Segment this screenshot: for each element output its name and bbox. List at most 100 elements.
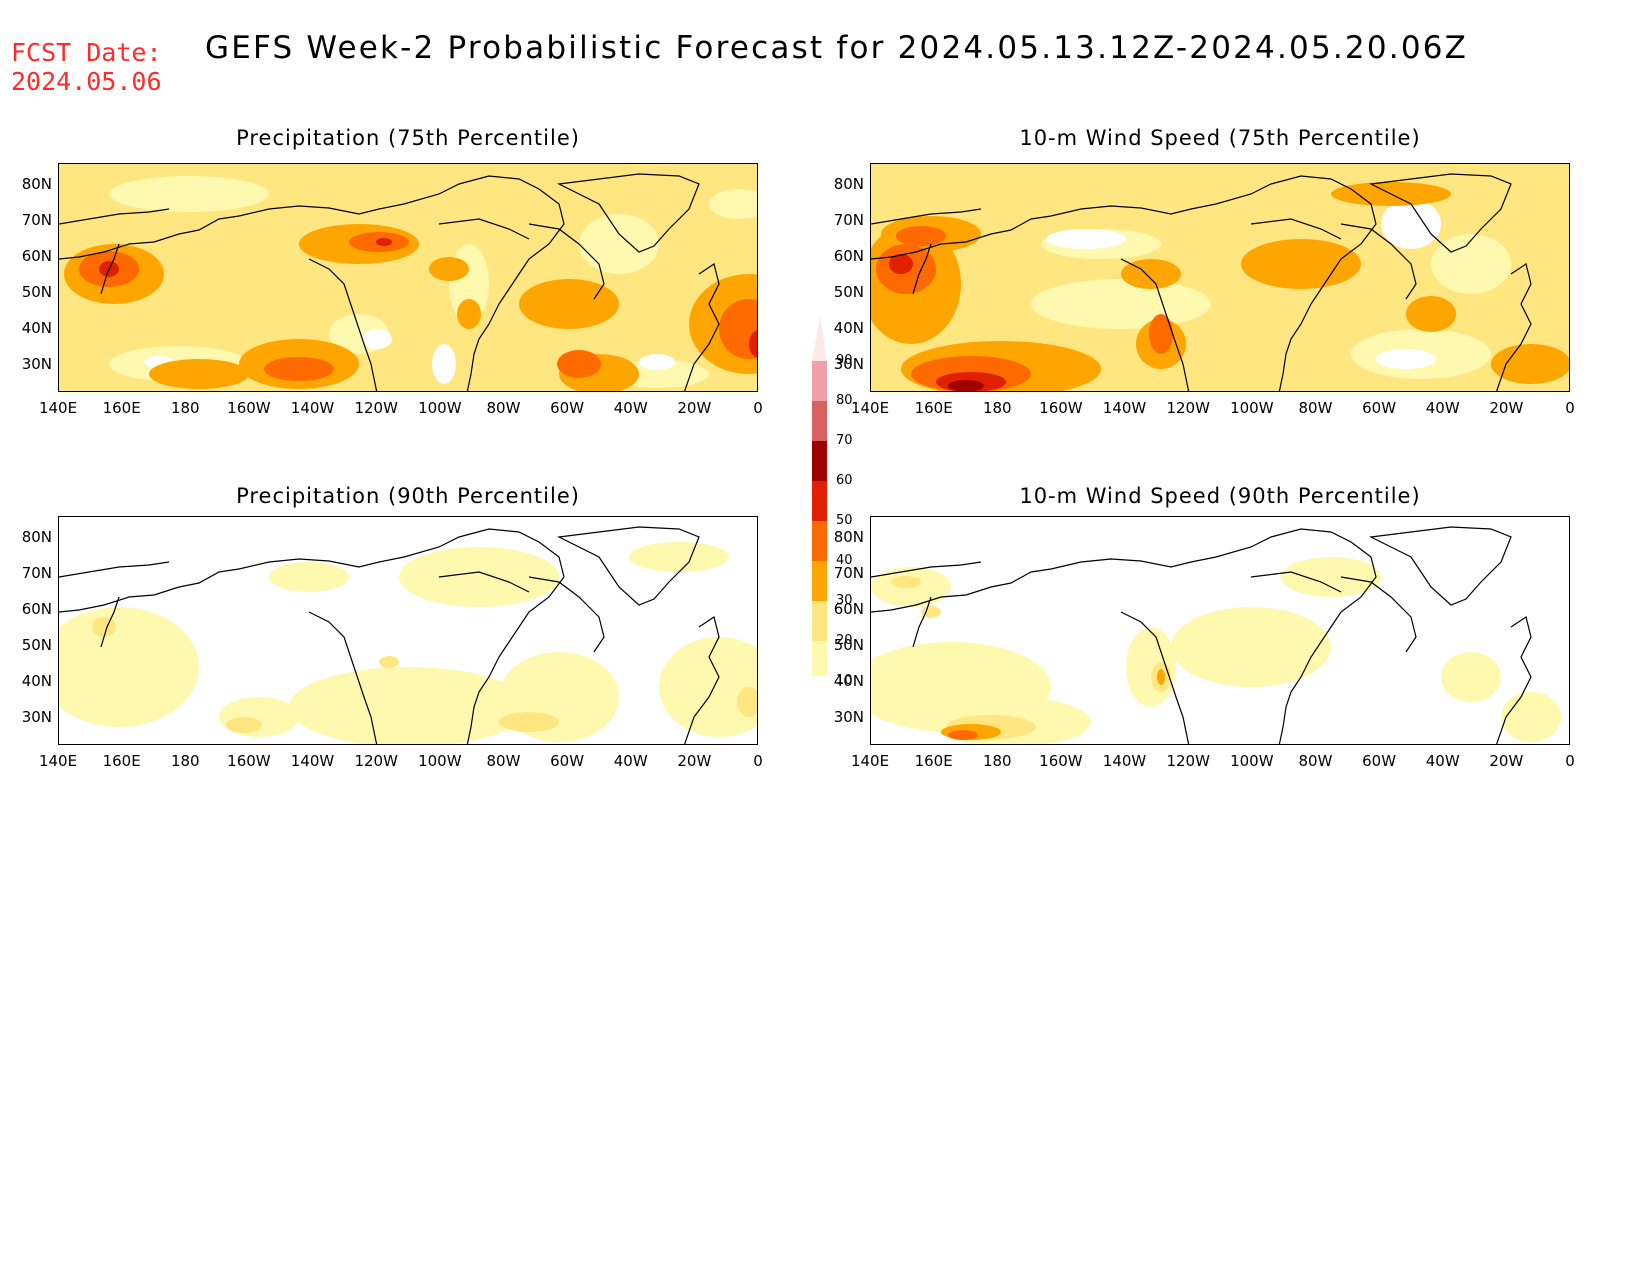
lon-label: 80W [486,399,521,417]
lon-label: 140E [38,399,78,417]
colorbar-segment [812,521,827,561]
colorbar-tick-label: 90 [836,353,853,368]
lon-label: 140E [850,752,890,770]
lon-label: 20W [1489,399,1524,417]
map-panel-precip-90 [58,516,758,745]
lat-label: 80N [833,528,864,546]
lon-label: 40W [613,399,648,417]
forecast-date-value: 2024.05.06 [11,67,162,96]
lon-label: 160E [102,399,141,417]
panel-title-wind-75: 10-m Wind Speed (75th Percentile) [1019,126,1421,150]
panel-title-wind-90: 10-m Wind Speed (90th Percentile) [1019,484,1421,508]
lon-label: 80W [486,752,521,770]
panel-title-precip-90: Precipitation (90th Percentile) [236,484,580,508]
lat-label: 70N [21,211,52,229]
lon-label: 40W [1425,399,1460,417]
lon-label: 160W [227,399,271,417]
lon-label: 40W [1425,752,1460,770]
lon-label: 180 [170,752,200,770]
lon-label: 40W [613,752,648,770]
page-title: GEFS Week-2 Probabilistic Forecast for 2… [205,30,1469,66]
lon-label: 140E [38,752,78,770]
lat-label: 60N [21,600,52,618]
lat-label: 50N [21,636,52,654]
lat-label: 30N [21,708,52,726]
colorbar-segment [812,641,827,681]
lon-label: 80W [1298,399,1333,417]
lon-label: 60W [550,399,585,417]
colorbar-tick-label: 20 [836,633,853,648]
lon-label: 160E [102,752,141,770]
lat-label: 50N [833,283,864,301]
colorbar-tick-label: 80 [836,393,853,408]
lon-label: 140W [1102,399,1147,417]
lon-label: 180 [982,752,1012,770]
lat-label: 30N [833,708,864,726]
lon-label: 180 [170,399,200,417]
lon-label: 120W [1166,752,1210,770]
lon-label: 0 [1565,399,1575,417]
colorbar-tick-label: 40 [836,553,853,568]
lon-label: 120W [354,399,398,417]
lon-label: 60W [1362,399,1397,417]
lat-label: 70N [21,564,52,582]
lat-label: 50N [21,283,52,301]
lon-label: 140W [1102,752,1147,770]
lon-label: 100W [418,752,462,770]
lon-label: 60W [550,752,585,770]
lon-label: 80W [1298,752,1333,770]
lon-label: 160W [227,752,271,770]
lon-label: 100W [1230,399,1274,417]
forecast-date-block: FCST Date: 2024.05.06 [11,38,162,96]
lon-label: 120W [354,752,398,770]
colorbar-tick-label: 70 [836,433,853,448]
lon-label: 160E [914,752,953,770]
lon-label: 20W [677,399,712,417]
lat-label: 60N [833,247,864,265]
colorbar-tick-label: 50 [836,513,853,528]
lat-label: 40N [833,319,864,337]
colorbar-tick-label: 30 [836,593,853,608]
lat-label: 80N [833,175,864,193]
lon-label: 160W [1039,752,1083,770]
lat-label: 40N [21,672,52,690]
colorbar-tick-label: 10 [836,673,853,688]
colorbar-segment [812,441,827,481]
lon-label: 100W [418,399,462,417]
colorbar [811,276,842,722]
lat-label: 60N [833,600,864,618]
lat-label: 30N [833,355,864,373]
lat-label: 70N [833,564,864,582]
lon-label: 20W [677,752,712,770]
lon-label: 140E [850,399,890,417]
lat-label: 80N [21,528,52,546]
colorbar-segment [812,481,827,521]
colorbar-segment [812,601,827,641]
colorbar-tick-label: 60 [836,473,853,488]
lon-label: 140W [290,399,335,417]
lon-label: 100W [1230,752,1274,770]
forecast-date-label: FCST Date: [11,38,162,67]
lon-label: 20W [1489,752,1524,770]
lon-label: 120W [1166,399,1210,417]
colorbar-segment [812,361,827,401]
lat-label: 80N [21,175,52,193]
colorbar-graphic [811,316,828,722]
lon-label: 160E [914,399,953,417]
lat-label: 40N [833,672,864,690]
map-panel-precip-75 [58,163,758,392]
lon-label: 60W [1362,752,1397,770]
lat-label: 50N [833,636,864,654]
lat-label: 70N [833,211,864,229]
colorbar-segment [812,561,827,601]
lat-label: 60N [21,247,52,265]
lon-label: 180 [982,399,1012,417]
colorbar-segment [812,401,827,441]
map-panel-wind-75 [870,163,1570,392]
panel-title-precip-75: Precipitation (75th Percentile) [236,126,580,150]
lon-label: 0 [1565,752,1575,770]
colorbar-upper-extension [812,316,827,361]
lon-label: 0 [753,752,763,770]
lon-label: 160W [1039,399,1083,417]
lat-label: 30N [21,355,52,373]
